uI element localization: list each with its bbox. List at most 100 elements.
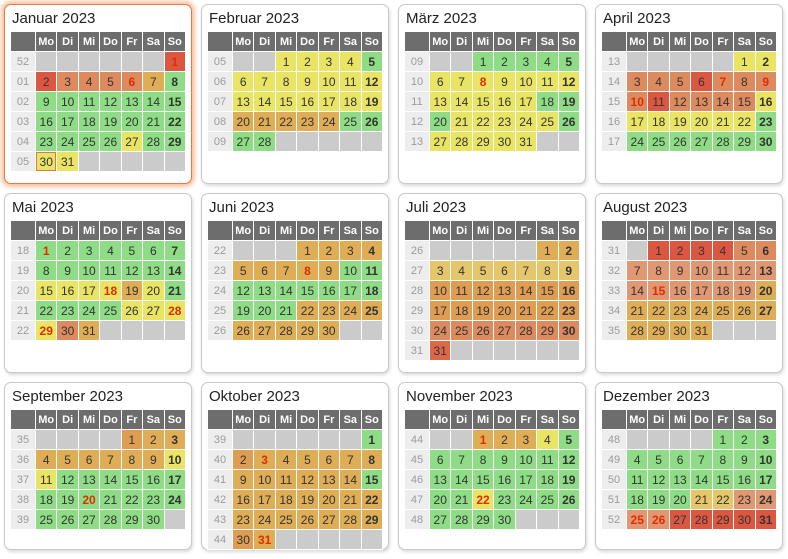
day-cell-november-30[interactable]: 30 [493,509,516,530]
day-cell-april-7[interactable]: 7 [711,71,735,92]
day-cell-april-10[interactable]: 10 [625,91,649,112]
day-cell-mai-13[interactable]: 13 [142,260,165,281]
day-cell-juli-28[interactable]: 28 [514,320,538,341]
day-cell-januar-16[interactable]: 16 [34,111,58,132]
day-cell-august-20[interactable]: 20 [754,280,778,301]
day-cell-maerz-31[interactable]: 31 [514,131,538,152]
day-cell-oktober-21[interactable]: 21 [339,489,362,510]
day-cell-januar-2[interactable]: 2 [34,71,58,92]
day-cell-juni-30[interactable]: 30 [317,320,341,341]
day-cell-juni-28[interactable]: 28 [274,320,298,341]
day-cell-april-14[interactable]: 14 [711,91,735,112]
day-cell-august-18[interactable]: 18 [711,280,735,301]
day-cell-september-29[interactable]: 29 [120,509,144,530]
day-cell-februar-22[interactable]: 22 [274,111,298,132]
day-cell-juni-26[interactable]: 26 [231,320,255,341]
day-cell-juni-19[interactable]: 19 [231,300,255,321]
day-cell-september-27[interactable]: 27 [77,509,101,530]
day-cell-juni-3[interactable]: 3 [339,240,362,261]
day-cell-mai-2[interactable]: 2 [56,240,79,261]
day-cell-april-9[interactable]: 9 [754,71,778,92]
day-cell-oktober-31[interactable]: 31 [253,529,276,550]
day-cell-juni-6[interactable]: 6 [253,260,276,281]
day-cell-august-6[interactable]: 6 [754,240,778,261]
day-cell-januar-20[interactable]: 20 [120,111,144,132]
day-cell-januar-9[interactable]: 9 [34,91,58,112]
day-cell-maerz-13[interactable]: 13 [428,91,452,112]
day-cell-august-11[interactable]: 11 [711,260,735,281]
day-cell-april-2[interactable]: 2 [754,51,778,72]
day-cell-august-21[interactable]: 21 [625,300,649,321]
day-cell-september-30[interactable]: 30 [142,509,165,530]
day-cell-mai-18[interactable]: 18 [99,280,122,301]
day-cell-maerz-18[interactable]: 18 [536,91,559,112]
day-cell-februar-21[interactable]: 21 [253,111,276,132]
day-cell-maerz-2[interactable]: 2 [493,51,516,72]
day-cell-maerz-11[interactable]: 11 [536,71,559,92]
day-cell-dezember-1[interactable]: 1 [711,429,735,450]
day-cell-oktober-14[interactable]: 14 [339,469,362,490]
day-cell-september-18[interactable]: 18 [34,489,58,510]
day-cell-august-17[interactable]: 17 [690,280,713,301]
day-cell-september-5[interactable]: 5 [56,449,79,470]
day-cell-september-2[interactable]: 2 [142,429,165,450]
day-cell-januar-7[interactable]: 7 [142,71,165,92]
day-cell-maerz-16[interactable]: 16 [493,91,516,112]
day-cell-februar-12[interactable]: 12 [360,71,384,92]
day-cell-februar-25[interactable]: 25 [339,111,362,132]
day-cell-januar-3[interactable]: 3 [56,71,79,92]
day-cell-januar-6[interactable]: 6 [120,71,144,92]
day-cell-oktober-30[interactable]: 30 [231,529,255,550]
day-cell-april-6[interactable]: 6 [690,71,713,92]
day-cell-mai-10[interactable]: 10 [77,260,101,281]
day-cell-juli-20[interactable]: 20 [493,300,516,321]
day-cell-april-11[interactable]: 11 [647,91,670,112]
day-cell-mai-1[interactable]: 1 [34,240,58,261]
day-cell-februar-23[interactable]: 23 [296,111,319,132]
day-cell-august-27[interactable]: 27 [754,300,778,321]
day-cell-oktober-28[interactable]: 28 [339,509,362,530]
day-cell-juli-27[interactable]: 27 [493,320,516,341]
day-cell-september-16[interactable]: 16 [142,469,165,490]
day-cell-dezember-10[interactable]: 10 [754,449,778,470]
day-cell-april-8[interactable]: 8 [733,71,756,92]
day-cell-november-22[interactable]: 22 [471,489,495,510]
day-cell-juli-14[interactable]: 14 [514,280,538,301]
day-cell-januar-23[interactable]: 23 [34,131,58,152]
day-cell-august-30[interactable]: 30 [668,320,692,341]
day-cell-november-12[interactable]: 12 [557,449,581,470]
day-cell-januar-27[interactable]: 27 [120,131,144,152]
day-cell-dezember-31[interactable]: 31 [754,509,778,530]
day-cell-august-26[interactable]: 26 [733,300,756,321]
day-cell-juni-8[interactable]: 8 [296,260,319,281]
day-cell-dezember-23[interactable]: 23 [733,489,756,510]
day-cell-september-9[interactable]: 9 [142,449,165,470]
day-cell-juni-23[interactable]: 23 [317,300,341,321]
day-cell-november-24[interactable]: 24 [514,489,538,510]
day-cell-januar-25[interactable]: 25 [77,131,101,152]
day-cell-mai-21[interactable]: 21 [163,280,187,301]
day-cell-februar-20[interactable]: 20 [231,111,255,132]
day-cell-september-21[interactable]: 21 [99,489,122,510]
day-cell-januar-24[interactable]: 24 [56,131,79,152]
day-cell-februar-1[interactable]: 1 [274,51,298,72]
day-cell-oktober-23[interactable]: 23 [231,509,255,530]
day-cell-september-25[interactable]: 25 [34,509,58,530]
day-cell-juni-21[interactable]: 21 [274,300,298,321]
day-cell-maerz-17[interactable]: 17 [514,91,538,112]
day-cell-dezember-18[interactable]: 18 [625,489,649,510]
day-cell-dezember-5[interactable]: 5 [647,449,670,470]
day-cell-oktober-18[interactable]: 18 [274,489,298,510]
day-cell-juni-7[interactable]: 7 [274,260,298,281]
day-cell-dezember-30[interactable]: 30 [733,509,756,530]
day-cell-dezember-29[interactable]: 29 [711,509,735,530]
day-cell-august-31[interactable]: 31 [690,320,713,341]
day-cell-juli-21[interactable]: 21 [514,300,538,321]
day-cell-januar-26[interactable]: 26 [99,131,122,152]
day-cell-mai-30[interactable]: 30 [56,320,79,341]
day-cell-januar-21[interactable]: 21 [142,111,165,132]
day-cell-august-12[interactable]: 12 [733,260,756,281]
day-cell-august-24[interactable]: 24 [690,300,713,321]
day-cell-januar-14[interactable]: 14 [142,91,165,112]
day-cell-juni-27[interactable]: 27 [253,320,276,341]
